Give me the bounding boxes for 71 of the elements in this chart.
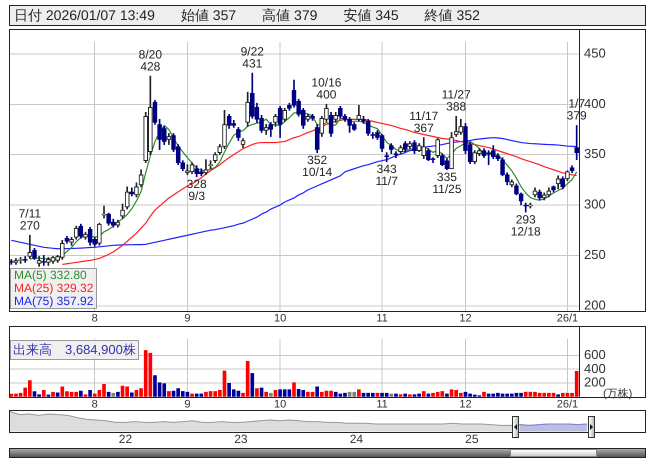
annotation: 8/20 428 (138, 47, 162, 74)
bar (445, 394, 449, 397)
annotation: 7/11 270 (18, 206, 42, 233)
bar (394, 394, 398, 397)
x-tick-label: 23 (234, 432, 248, 446)
text: 始値 357 (180, 6, 236, 24)
y-tick-label: 300 (584, 196, 606, 212)
bar (162, 383, 166, 397)
x-tick-label: 26/1 (556, 312, 578, 324)
annotation: 11/17 367 (409, 108, 439, 135)
y-tick-label: 250 (584, 246, 606, 262)
bar (260, 388, 264, 397)
x-tick-label: 9 (184, 312, 190, 324)
x-tick-label: 9 (184, 398, 190, 410)
bar (79, 390, 83, 397)
y-tick-label: 200 (584, 297, 606, 312)
y-tick-label: 400 (584, 360, 606, 376)
x-tick-label: 10 (274, 398, 286, 410)
x-tick-label: 8 (92, 312, 98, 324)
bar (213, 391, 218, 397)
x-tick-label: 8 (92, 398, 98, 410)
bar (56, 392, 60, 397)
candlestick (204, 159, 208, 176)
annotation: 328 9/3 (186, 177, 208, 204)
bar (301, 390, 306, 397)
chart-title: 出来高 3,684,900株 (10, 340, 139, 360)
y-tick-label: 200 (584, 374, 606, 390)
y-tick-label: 350 (584, 146, 606, 162)
bar (250, 373, 254, 397)
bar (42, 390, 46, 397)
text: MA(75) 357.92 (14, 294, 94, 308)
series-label: MA(5) 332.80 (14, 268, 88, 282)
bar (315, 386, 319, 397)
bar (282, 389, 287, 397)
y-axis-title: (万株) (603, 387, 632, 401)
bar (130, 392, 134, 397)
annotation: 335 11/25 (432, 170, 462, 196)
x-tick-label: 25 (465, 432, 479, 446)
bar (292, 382, 296, 397)
x-tick-label: 11 (376, 312, 388, 324)
y-tick-label: 450 (584, 45, 606, 60)
x-tick-label: 10 (274, 312, 286, 324)
x-tick-label: 12 (459, 312, 472, 324)
bar (51, 392, 55, 397)
text: 終値 352 (424, 6, 480, 24)
bar (167, 391, 171, 397)
x-tick-label: 11 (376, 398, 388, 410)
text: 高値 379 (262, 6, 318, 24)
bar (255, 388, 259, 397)
y-tick-label: 600 (584, 346, 606, 362)
text: 日付 2026/01/07 13:49 (14, 6, 155, 24)
bar (482, 392, 486, 397)
bar (357, 389, 361, 397)
x-tick-label: 26/1 (556, 398, 578, 410)
bar (190, 394, 194, 397)
annotation: 343 11/7 (375, 162, 398, 188)
bar (274, 390, 278, 397)
bar (440, 391, 444, 397)
series-label: MA(25) 329.32 (14, 280, 94, 295)
bar (180, 391, 185, 397)
x-tick-label: 12 (459, 398, 472, 410)
annotation: 10/16 400 (311, 76, 342, 102)
annotation: 293 12/18 (510, 212, 542, 238)
annotation: 9/22 431 (240, 44, 264, 70)
text: 安値 345 (343, 6, 399, 24)
annotation: 352 10/14 (302, 152, 333, 179)
bar (88, 390, 92, 397)
bar (422, 391, 426, 397)
x-tick-label: 22 (118, 432, 132, 446)
annotation: 11/27 388 (442, 88, 472, 114)
x-tick-label: 24 (350, 432, 364, 446)
